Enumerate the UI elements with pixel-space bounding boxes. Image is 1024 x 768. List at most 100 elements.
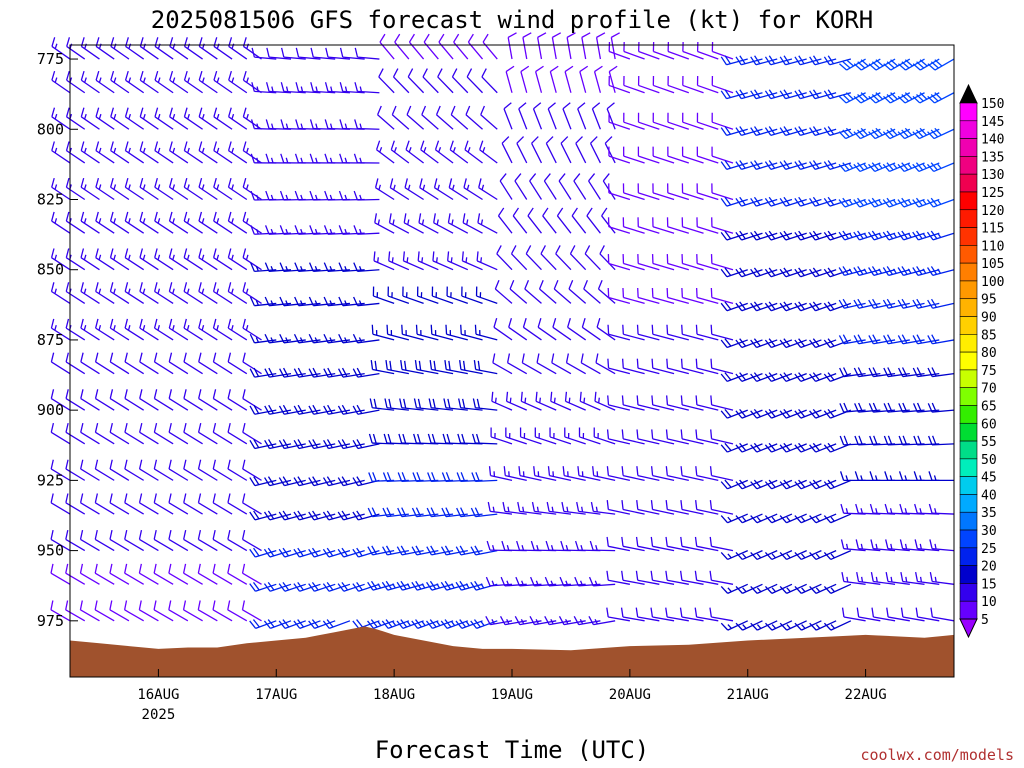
barb-full-feather xyxy=(182,600,187,610)
barb-shaft xyxy=(711,333,734,341)
barb-half-feather xyxy=(438,147,442,153)
barb-shaft xyxy=(696,262,719,271)
wind-barb xyxy=(794,408,822,419)
barb-shaft xyxy=(405,149,424,164)
barb-shaft xyxy=(154,257,174,271)
barb-full-feather xyxy=(589,540,594,551)
barb-shaft xyxy=(213,45,233,60)
barb-shaft xyxy=(65,290,86,304)
barb-shaft xyxy=(638,50,660,60)
wind-barb xyxy=(153,529,174,552)
barb-full-feather xyxy=(764,481,773,490)
barb-half-feather xyxy=(285,194,289,201)
barb-full-feather xyxy=(308,477,315,486)
wind-barb xyxy=(509,280,528,304)
barb-full-feather xyxy=(279,190,285,201)
wind-barb xyxy=(459,360,483,375)
barb-shaft xyxy=(711,121,734,130)
barb-full-feather xyxy=(385,619,393,628)
wind-barb xyxy=(696,146,719,164)
barb-full-feather xyxy=(768,301,776,310)
wind-barb xyxy=(308,619,336,629)
barb-half-feather xyxy=(535,618,540,625)
barb-shaft xyxy=(153,538,174,552)
barb-full-feather xyxy=(465,105,471,116)
barb-full-feather xyxy=(408,33,415,43)
barb-half-feather xyxy=(727,587,732,593)
barb-full-feather xyxy=(138,493,143,503)
wind-barb xyxy=(735,89,763,100)
barb-full-feather xyxy=(462,398,466,409)
barb-full-feather xyxy=(694,607,698,618)
wind-barb xyxy=(520,65,530,93)
wind-barb xyxy=(138,600,159,622)
barb-full-feather xyxy=(559,576,565,587)
wind-barb xyxy=(438,33,454,60)
barb-full-feather xyxy=(352,548,359,558)
barb-shaft xyxy=(95,79,115,94)
barb-full-feather xyxy=(415,619,422,628)
barb-full-feather xyxy=(337,477,344,486)
barb-full-feather xyxy=(927,335,933,345)
wind-barb xyxy=(710,254,734,271)
barb-full-feather xyxy=(249,583,256,592)
wind-barb xyxy=(471,472,498,482)
barb-full-feather xyxy=(183,389,187,399)
barb-full-feather xyxy=(809,268,816,278)
barb-full-feather xyxy=(812,479,820,488)
barb-full-feather xyxy=(750,90,757,100)
barb-full-feather xyxy=(875,92,884,100)
barb-full-feather xyxy=(858,402,863,412)
barb-half-feather xyxy=(329,300,333,306)
colorbar-label: 75 xyxy=(981,364,997,379)
barb-shaft xyxy=(623,262,645,271)
barb-full-feather xyxy=(607,395,610,405)
barb-half-feather xyxy=(450,583,455,589)
barb-full-feather xyxy=(768,126,776,135)
barb-shaft xyxy=(608,404,631,411)
barb-shaft xyxy=(696,508,719,515)
barb-half-feather xyxy=(742,624,747,629)
wind-barb xyxy=(636,358,660,375)
barb-full-feather xyxy=(735,551,743,560)
wind-barb xyxy=(750,372,778,382)
barb-shaft xyxy=(637,367,660,375)
barb-half-feather xyxy=(113,288,116,294)
wind-barb xyxy=(606,102,616,130)
wind-barb xyxy=(551,32,562,60)
barb-shaft xyxy=(95,45,115,60)
wind-barb xyxy=(51,141,71,164)
barb-full-feather xyxy=(842,197,850,207)
barb-half-feather xyxy=(550,618,554,625)
barb-half-feather xyxy=(919,475,922,481)
barb-shaft xyxy=(653,84,675,94)
barb-full-feather xyxy=(138,459,143,470)
barb-shaft xyxy=(66,150,86,164)
wind-barb xyxy=(589,136,601,164)
wind-barb xyxy=(650,607,675,622)
wind-barb xyxy=(928,435,955,446)
colorbar-swatch xyxy=(959,298,978,317)
barb-full-feather xyxy=(455,581,462,591)
wind-barb xyxy=(443,398,468,411)
barb-half-feather xyxy=(392,219,395,225)
wind-barb xyxy=(710,429,734,445)
barb-full-feather xyxy=(197,600,201,610)
wind-barb xyxy=(823,301,852,312)
wind-barb xyxy=(310,82,336,94)
barb-full-feather xyxy=(389,360,392,371)
barb-shaft xyxy=(712,50,734,60)
wind-barb xyxy=(308,439,336,450)
wind-barb xyxy=(823,267,852,278)
barb-full-feather xyxy=(123,600,128,610)
wind-barb xyxy=(80,318,100,341)
barb-shaft xyxy=(917,616,940,622)
barb-shaft xyxy=(569,253,587,271)
barb-full-feather xyxy=(80,177,85,188)
barb-half-feather xyxy=(359,123,363,129)
barb-full-feather xyxy=(443,398,447,408)
wind-barb xyxy=(183,352,203,375)
barb-shaft xyxy=(154,186,174,201)
barb-full-feather xyxy=(516,540,521,551)
barb-full-feather xyxy=(168,211,173,222)
